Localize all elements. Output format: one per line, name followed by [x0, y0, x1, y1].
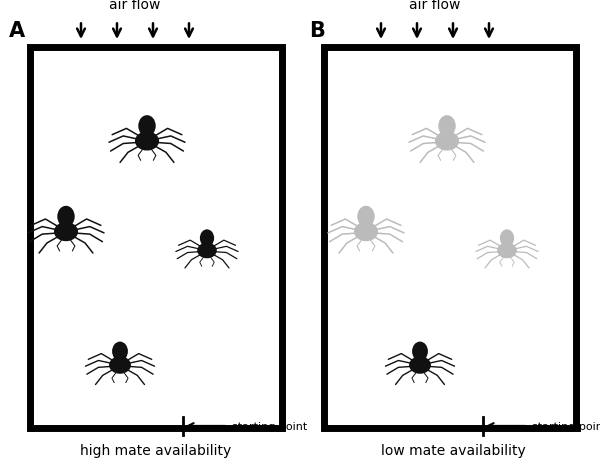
Ellipse shape — [438, 116, 456, 137]
Circle shape — [409, 357, 431, 374]
Ellipse shape — [200, 230, 214, 248]
Circle shape — [135, 132, 159, 151]
Bar — [30, 48, 282, 428]
Text: high mate availability: high mate availability — [80, 443, 232, 457]
Circle shape — [197, 243, 217, 259]
Circle shape — [109, 357, 131, 374]
Text: B: B — [309, 21, 325, 41]
Text: air flow: air flow — [409, 0, 461, 12]
Ellipse shape — [138, 116, 156, 137]
Circle shape — [354, 223, 378, 242]
Text: A: A — [9, 21, 25, 41]
Ellipse shape — [412, 342, 428, 361]
Bar — [324, 48, 576, 428]
Text: starting point: starting point — [532, 421, 600, 431]
Ellipse shape — [357, 207, 375, 228]
Text: low mate availability: low mate availability — [380, 443, 526, 457]
Circle shape — [497, 243, 517, 259]
Ellipse shape — [500, 230, 514, 248]
Ellipse shape — [57, 207, 75, 228]
Circle shape — [435, 132, 459, 151]
Circle shape — [54, 223, 78, 242]
Text: starting point: starting point — [232, 421, 307, 431]
Text: air flow: air flow — [109, 0, 161, 12]
Ellipse shape — [112, 342, 128, 361]
